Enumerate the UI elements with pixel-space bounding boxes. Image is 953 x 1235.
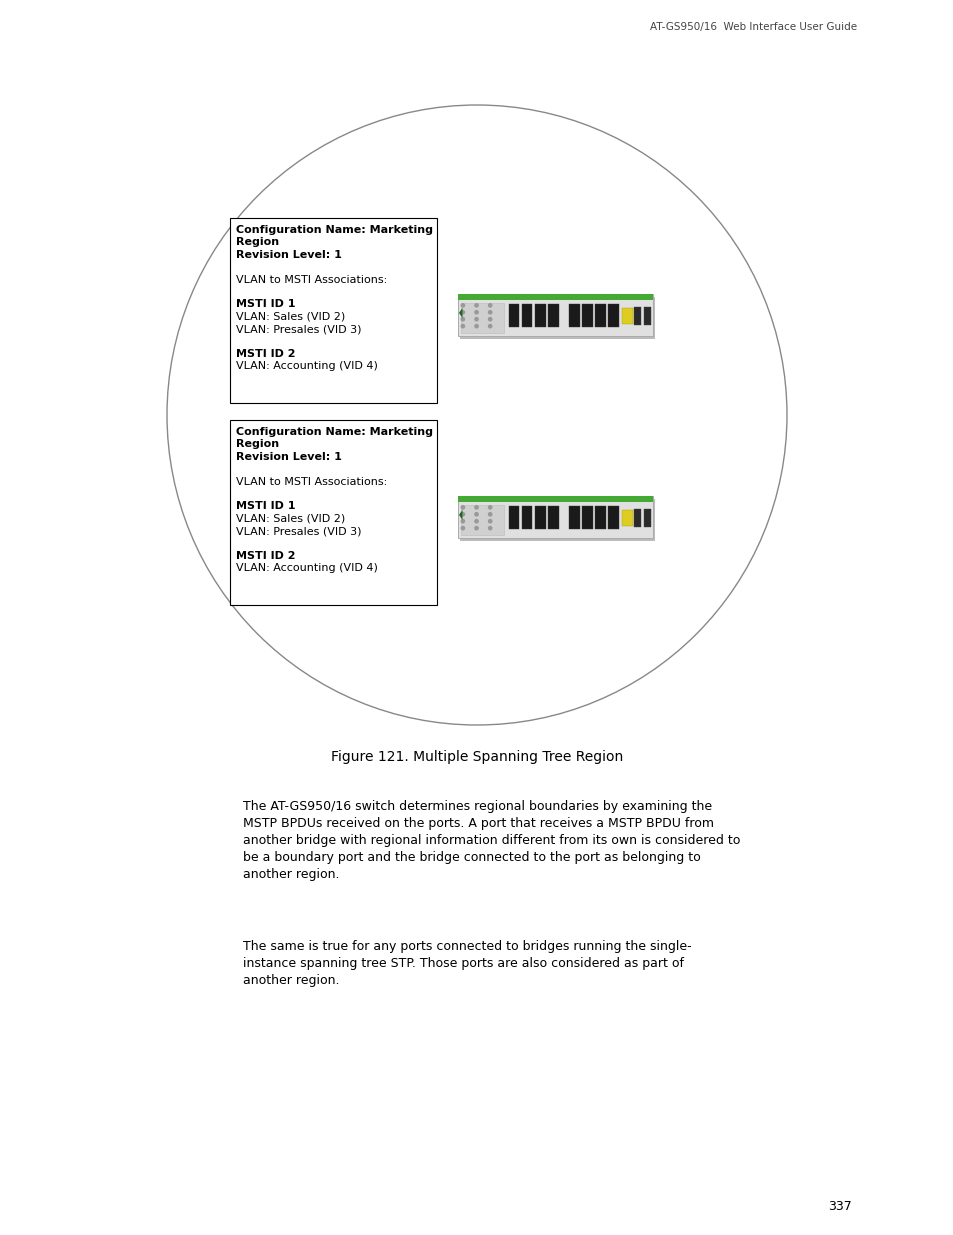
FancyBboxPatch shape	[460, 303, 503, 333]
FancyBboxPatch shape	[569, 506, 579, 530]
Text: MSTI ID 1: MSTI ID 1	[235, 299, 295, 310]
FancyBboxPatch shape	[457, 294, 652, 300]
Text: MSTI ID 1: MSTI ID 1	[235, 501, 295, 511]
Circle shape	[474, 310, 478, 315]
Circle shape	[460, 324, 465, 329]
FancyBboxPatch shape	[230, 420, 436, 605]
Circle shape	[460, 310, 465, 315]
FancyBboxPatch shape	[643, 509, 650, 526]
Circle shape	[460, 505, 465, 510]
Circle shape	[487, 526, 492, 531]
Circle shape	[474, 519, 478, 524]
FancyBboxPatch shape	[521, 506, 532, 530]
FancyBboxPatch shape	[457, 294, 652, 336]
Circle shape	[474, 526, 478, 531]
Text: Region: Region	[235, 237, 279, 247]
FancyBboxPatch shape	[608, 506, 618, 530]
FancyBboxPatch shape	[460, 505, 503, 535]
Text: The same is true for any ports connected to bridges running the single-
instance: The same is true for any ports connected…	[243, 940, 691, 987]
FancyBboxPatch shape	[581, 506, 593, 530]
Text: Revision Level: 1: Revision Level: 1	[235, 249, 341, 259]
FancyBboxPatch shape	[535, 304, 545, 327]
Circle shape	[487, 310, 492, 315]
Text: 337: 337	[827, 1200, 850, 1213]
Text: Configuration Name: Marketing: Configuration Name: Marketing	[235, 225, 433, 235]
FancyBboxPatch shape	[547, 506, 558, 530]
Circle shape	[474, 303, 478, 308]
Circle shape	[474, 505, 478, 510]
Circle shape	[474, 324, 478, 329]
FancyBboxPatch shape	[608, 304, 618, 327]
Circle shape	[487, 519, 492, 524]
Circle shape	[487, 317, 492, 321]
FancyBboxPatch shape	[634, 509, 640, 526]
FancyBboxPatch shape	[230, 219, 436, 403]
FancyBboxPatch shape	[634, 308, 640, 325]
FancyBboxPatch shape	[643, 308, 650, 325]
Circle shape	[487, 324, 492, 329]
FancyBboxPatch shape	[459, 296, 655, 338]
Circle shape	[460, 519, 465, 524]
Text: VLAN: Sales (VID 2): VLAN: Sales (VID 2)	[235, 311, 345, 322]
FancyBboxPatch shape	[457, 496, 652, 538]
Circle shape	[460, 526, 465, 531]
FancyBboxPatch shape	[508, 506, 518, 530]
Text: MSTI ID 2: MSTI ID 2	[235, 551, 295, 561]
FancyBboxPatch shape	[457, 496, 652, 503]
Text: Configuration Name: Marketing: Configuration Name: Marketing	[235, 427, 433, 437]
Circle shape	[460, 513, 465, 516]
Text: VLAN: Presales (VID 3): VLAN: Presales (VID 3)	[235, 325, 361, 335]
FancyBboxPatch shape	[547, 304, 558, 327]
FancyBboxPatch shape	[521, 304, 532, 327]
FancyBboxPatch shape	[595, 304, 605, 327]
Circle shape	[474, 513, 478, 516]
Text: The AT-GS950/16 switch determines regional boundaries by examining the
MSTP BPDU: The AT-GS950/16 switch determines region…	[243, 800, 740, 881]
FancyBboxPatch shape	[595, 506, 605, 530]
FancyBboxPatch shape	[581, 304, 593, 327]
Text: MSTI ID 2: MSTI ID 2	[235, 350, 295, 359]
FancyBboxPatch shape	[508, 304, 518, 327]
Text: AT-GS950/16  Web Interface User Guide: AT-GS950/16 Web Interface User Guide	[649, 22, 857, 32]
Text: VLAN: Presales (VID 3): VLAN: Presales (VID 3)	[235, 526, 361, 536]
Text: VLAN: Accounting (VID 4): VLAN: Accounting (VID 4)	[235, 563, 377, 573]
Circle shape	[460, 303, 465, 308]
Text: Region: Region	[235, 440, 279, 450]
Text: VLAN to MSTI Associations:: VLAN to MSTI Associations:	[235, 274, 387, 284]
Text: Figure 121. Multiple Spanning Tree Region: Figure 121. Multiple Spanning Tree Regio…	[331, 750, 622, 764]
Circle shape	[460, 317, 465, 321]
FancyBboxPatch shape	[621, 510, 633, 526]
Text: Revision Level: 1: Revision Level: 1	[235, 452, 341, 462]
FancyBboxPatch shape	[569, 304, 579, 327]
Circle shape	[487, 303, 492, 308]
Circle shape	[474, 317, 478, 321]
FancyBboxPatch shape	[621, 308, 633, 324]
Text: VLAN to MSTI Associations:: VLAN to MSTI Associations:	[235, 477, 387, 487]
Text: VLAN: Accounting (VID 4): VLAN: Accounting (VID 4)	[235, 362, 377, 372]
Polygon shape	[458, 308, 462, 317]
Text: VLAN: Sales (VID 2): VLAN: Sales (VID 2)	[235, 514, 345, 524]
FancyBboxPatch shape	[535, 506, 545, 530]
Polygon shape	[458, 510, 462, 520]
FancyBboxPatch shape	[459, 499, 655, 541]
Circle shape	[487, 505, 492, 510]
Circle shape	[487, 513, 492, 516]
